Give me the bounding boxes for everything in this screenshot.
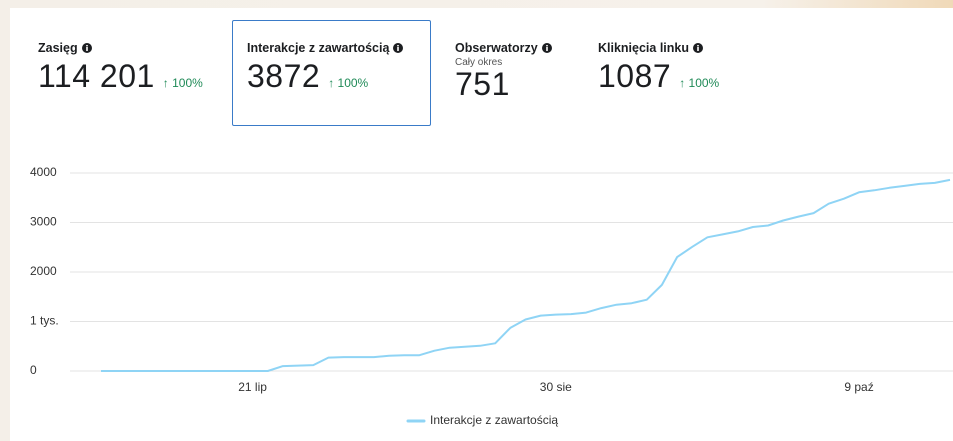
metric-value: 3872 (247, 58, 321, 94)
metric-label-row: Interakcje z zawartością (247, 40, 404, 56)
metric-label: Kliknięcia linku (598, 41, 690, 55)
metric-value: 1087 (598, 58, 672, 94)
metric-label: Interakcje z zawartością (247, 41, 390, 55)
metric-card[interactable]: Kliknięcia linku 1087 ↑ 100% (598, 40, 719, 95)
insights-panel (10, 8, 953, 441)
y-tick-label: 4000 (30, 165, 57, 179)
info-icon[interactable] (81, 43, 92, 53)
metric-label: Zasięg (38, 41, 78, 55)
legend-label: Interakcje z zawartością (430, 413, 558, 427)
metric-label: Obserwatorzy (455, 41, 538, 55)
x-tick-label: 9 paź (844, 380, 873, 394)
metric-change: ↑ 100% (679, 76, 720, 90)
x-tick-label: 30 sie (540, 380, 572, 394)
metric-card[interactable]: Interakcje z zawartością 3872 ↑ 100% (247, 40, 404, 95)
metric-note: Cały okres (455, 57, 503, 68)
metric-label-row: Kliknięcia linku (598, 40, 719, 56)
info-icon[interactable] (393, 43, 404, 53)
metric-change: ↑ 100% (162, 76, 203, 90)
y-tick-label: 3000 (30, 215, 57, 229)
metric-value-row: 1087 ↑ 100% (598, 58, 719, 95)
metric-value-row: 114 201 ↑ 100% (38, 58, 203, 95)
metric-value: 751 (455, 66, 510, 102)
info-icon[interactable] (693, 43, 704, 53)
info-icon[interactable] (541, 43, 552, 53)
metric-label-row: Obserwatorzy (455, 40, 552, 56)
data-line (101, 178, 951, 372)
x-tick-label: 21 lip (238, 380, 267, 394)
y-tick-label: 2000 (30, 264, 57, 278)
metric-value: 114 201 (38, 58, 155, 94)
metric-change: ↑ 100% (328, 76, 369, 90)
metric-label-row: Zasięg (38, 40, 203, 56)
metric-value-row: 3872 ↑ 100% (247, 58, 403, 95)
metric-card[interactable]: Obserwatorzy Cały okres 751 (455, 40, 552, 103)
selected-card-border[interactable] (232, 20, 431, 126)
y-tick-label: 0 (30, 363, 37, 377)
y-tick-label: 1 tys. (30, 314, 59, 328)
metric-card[interactable]: Zasięg 114 201 ↑ 100% (38, 40, 203, 95)
